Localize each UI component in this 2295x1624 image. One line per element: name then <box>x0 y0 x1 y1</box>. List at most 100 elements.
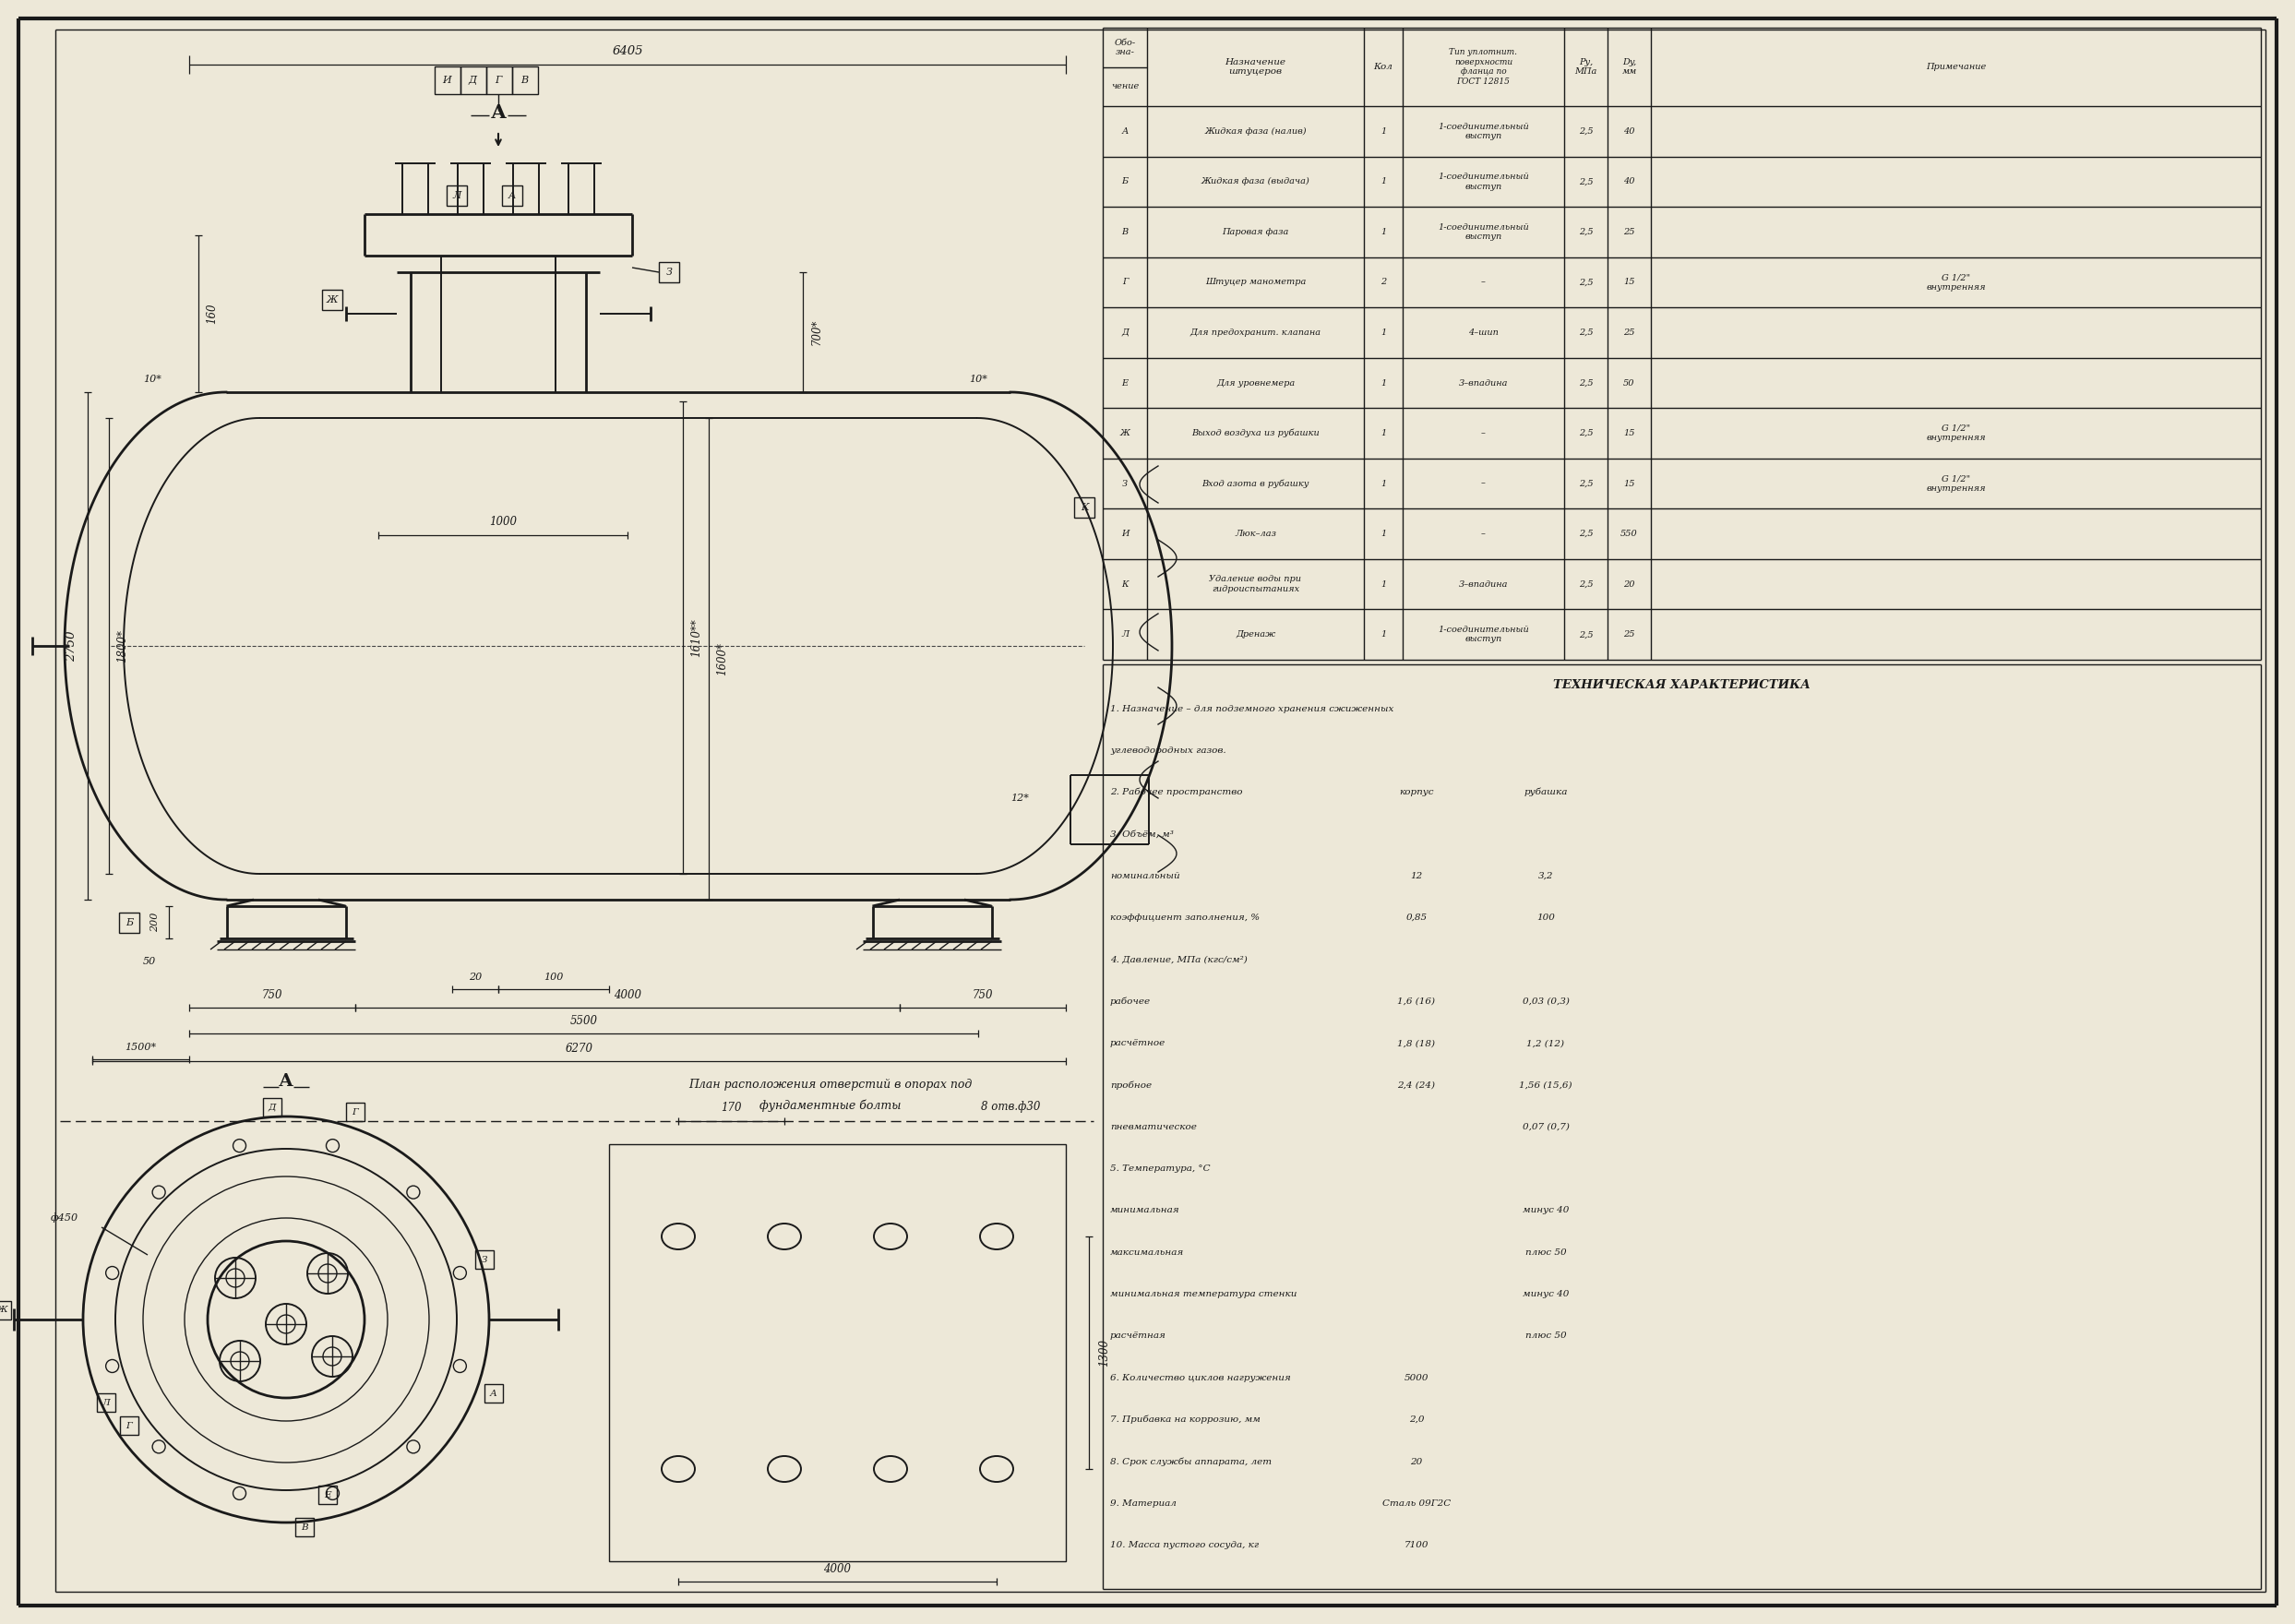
Text: В: В <box>1122 227 1129 235</box>
Text: 4000: 4000 <box>613 989 640 1002</box>
Text: минус 40: минус 40 <box>1522 1289 1570 1299</box>
Text: 8. Срок службы аппарата, лет: 8. Срок службы аппарата, лет <box>1111 1457 1271 1466</box>
Text: 1610**: 1610** <box>691 619 702 656</box>
Text: 1-соединительный
выступ: 1-соединительный выступ <box>1439 222 1528 240</box>
Text: Л: Л <box>103 1398 110 1406</box>
Text: 50: 50 <box>1623 378 1634 387</box>
Text: Примечание: Примечание <box>1926 63 1985 71</box>
Bar <box>459 67 487 94</box>
Text: Тип уплотнит.
поверхности
фланца по
ГОСТ 12815: Тип уплотнит. поверхности фланца по ГОСТ… <box>1448 49 1517 86</box>
Text: 1,2 (12): 1,2 (12) <box>1526 1039 1565 1047</box>
Text: плюс 50: плюс 50 <box>1526 1332 1565 1340</box>
Text: Б: Б <box>1122 177 1129 185</box>
Text: 15: 15 <box>1623 479 1634 487</box>
Bar <box>475 1250 493 1268</box>
Text: И: И <box>443 76 452 84</box>
Text: 10. Масса пустого сосуда, кг: 10. Масса пустого сосуда, кг <box>1111 1541 1260 1549</box>
Text: Выход воздуха из рубашки: Выход воздуха из рубашки <box>1191 429 1320 437</box>
Text: 7100: 7100 <box>1405 1541 1430 1549</box>
Text: И: И <box>1120 529 1129 538</box>
Text: 5500: 5500 <box>569 1015 597 1028</box>
Text: З: З <box>666 268 672 276</box>
Text: 100: 100 <box>1538 914 1554 922</box>
Text: 1-соединительный
выступ: 1-соединительный выступ <box>1439 625 1528 643</box>
Text: 1,6 (16): 1,6 (16) <box>1398 997 1434 1005</box>
Text: 1: 1 <box>1379 378 1386 387</box>
Text: 25: 25 <box>1623 630 1634 638</box>
Text: углеводородных газов.: углеводородных газов. <box>1111 747 1226 755</box>
Text: Обо-
зна-: Обо- зна- <box>1113 39 1136 57</box>
Text: –: – <box>1480 429 1485 437</box>
Text: 6405: 6405 <box>613 45 643 57</box>
Text: корпус: корпус <box>1400 788 1434 796</box>
Bar <box>319 1486 337 1504</box>
Text: 1,56 (15,6): 1,56 (15,6) <box>1519 1082 1572 1090</box>
Text: 160: 160 <box>207 304 218 323</box>
Bar <box>434 67 459 94</box>
Text: 2: 2 <box>1379 278 1386 286</box>
Text: 10*: 10* <box>968 375 987 383</box>
Text: номинальный: номинальный <box>1111 872 1180 880</box>
Text: 170: 170 <box>721 1101 741 1114</box>
Text: Л: Л <box>452 192 461 200</box>
Text: Штуцер манометра: Штуцер манометра <box>1205 278 1306 286</box>
Text: Сталь 09Г2С: Сталь 09Г2С <box>1382 1499 1450 1507</box>
Text: 7. Прибавка на коррозию, мм: 7. Прибавка на коррозию, мм <box>1111 1416 1260 1424</box>
Text: 2750: 2750 <box>67 630 78 661</box>
Text: рабочее: рабочее <box>1111 997 1150 1005</box>
Text: 200: 200 <box>151 913 161 932</box>
Text: расчётное: расчётное <box>1111 1039 1166 1047</box>
Text: 3–впадина: 3–впадина <box>1460 378 1508 387</box>
Text: 4. Давление, МПа (кгс/см²): 4. Давление, МПа (кгс/см²) <box>1111 955 1248 963</box>
Text: 2,5: 2,5 <box>1579 278 1593 286</box>
Text: 2,5: 2,5 <box>1579 529 1593 538</box>
Text: 4–шип: 4–шип <box>1469 328 1499 336</box>
Text: 5000: 5000 <box>1405 1374 1430 1382</box>
Text: А: А <box>491 104 507 122</box>
Bar <box>659 261 679 283</box>
Text: 20: 20 <box>468 973 482 983</box>
Text: рубашка: рубашка <box>1524 788 1567 797</box>
Text: максимальная: максимальная <box>1111 1249 1184 1257</box>
Text: В: В <box>521 76 528 84</box>
Text: 1: 1 <box>1379 227 1386 235</box>
Text: 0,07 (0,7): 0,07 (0,7) <box>1522 1122 1570 1130</box>
Text: 1: 1 <box>1379 177 1386 185</box>
Text: 2,5: 2,5 <box>1579 479 1593 487</box>
Text: 6270: 6270 <box>565 1043 592 1056</box>
Text: Люк–лаз: Люк–лаз <box>1235 529 1276 538</box>
Text: 1: 1 <box>1379 429 1386 437</box>
Bar <box>264 1098 282 1117</box>
Text: пневматическое: пневматическое <box>1111 1122 1196 1130</box>
Text: 1. Назначение – для подземного хранения сжиженных: 1. Назначение – для подземного хранения … <box>1111 705 1393 713</box>
Text: 1: 1 <box>1379 529 1386 538</box>
Text: Д: Д <box>468 76 477 84</box>
Bar <box>484 1384 503 1403</box>
Text: 2,5: 2,5 <box>1579 630 1593 638</box>
Text: Для предохранит. клапана: Для предохранит. клапана <box>1189 328 1322 336</box>
Text: З: З <box>1122 479 1127 487</box>
Text: фундаментные болты: фундаментные болты <box>760 1099 902 1112</box>
Text: 1: 1 <box>1379 479 1386 487</box>
Bar <box>0 1301 11 1319</box>
Text: Вход азота в рубашку: Вход азота в рубашку <box>1203 479 1308 487</box>
Text: 2,5: 2,5 <box>1579 127 1593 135</box>
Text: 4000: 4000 <box>824 1562 851 1575</box>
Bar <box>503 185 523 206</box>
Text: 15: 15 <box>1623 278 1634 286</box>
Text: 25: 25 <box>1623 328 1634 336</box>
Text: Удаление воды при
гидроиспытаниях: Удаление воды при гидроиспытаниях <box>1209 575 1301 593</box>
Text: 20: 20 <box>1623 580 1634 588</box>
Text: 1800*: 1800* <box>117 630 129 663</box>
Bar <box>96 1393 115 1411</box>
Text: 25: 25 <box>1623 227 1634 235</box>
Text: К: К <box>1122 580 1129 588</box>
Text: 9. Материал: 9. Материал <box>1111 1499 1177 1507</box>
Text: Д: Д <box>269 1103 275 1111</box>
Text: 1-соединительный
выступ: 1-соединительный выступ <box>1439 122 1528 140</box>
Text: минимальная температура стенки: минимальная температура стенки <box>1111 1289 1297 1299</box>
Text: 2,5: 2,5 <box>1579 580 1593 588</box>
Text: А: А <box>1122 127 1129 135</box>
Text: 750: 750 <box>262 989 282 1002</box>
Text: Дренаж: Дренаж <box>1235 630 1276 638</box>
